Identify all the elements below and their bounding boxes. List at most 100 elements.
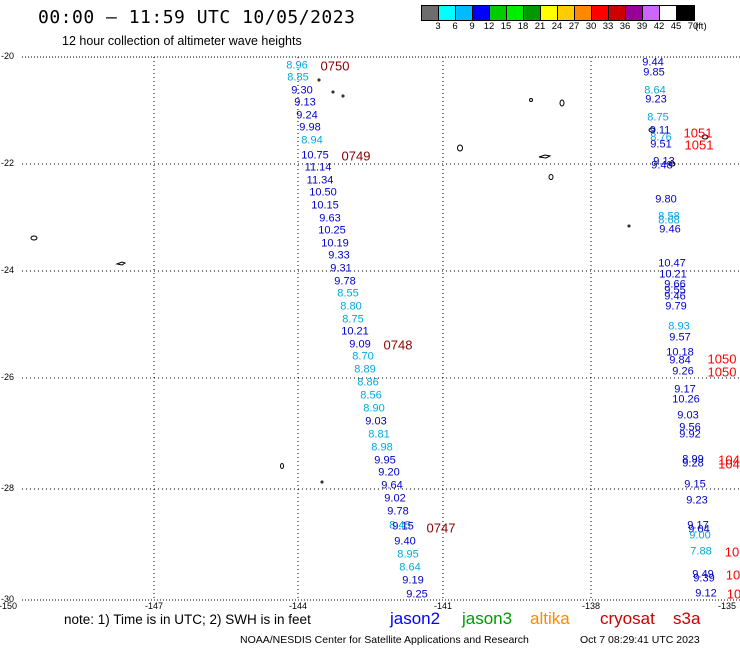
wave-height-value: 9.49 (692, 568, 714, 581)
orbit-label: 0747 (426, 520, 456, 536)
wave-height-value: 9.23 (645, 93, 667, 106)
wave-height-value: 9.51 (650, 138, 672, 151)
color-scale-label: 30 (585, 21, 597, 32)
latitude-label: -26 (1, 372, 15, 382)
wave-height-value: 9.04 (688, 523, 710, 536)
orbit-label: 1051 (683, 125, 713, 141)
color-swatch (473, 6, 490, 20)
color-scale-label: 70 (687, 21, 699, 32)
color-scale-label: 33 (602, 21, 614, 32)
wave-height-value: 9.40 (394, 535, 416, 548)
color-scale-label: 27 (568, 21, 580, 32)
wave-height-value: 9.00 (689, 529, 711, 542)
wave-height-value: 8.64 (644, 84, 666, 97)
longitude-label: -141 (433, 601, 453, 611)
wave-height-value: 8.75 (342, 313, 364, 326)
latitude-label: -22 (1, 158, 15, 168)
latitude-label: -28 (1, 483, 15, 493)
wave-height-value: 9.46 (664, 290, 686, 303)
wave-height-value: 8.55 (337, 287, 359, 300)
wave-height-value: 9.56 (679, 421, 701, 434)
wave-height-value: 10.47 (658, 257, 686, 270)
page-title: 00:00 – 11:59 UTC 10/05/2023 (38, 7, 356, 28)
wave-height-value: 9.64 (381, 479, 403, 492)
color-scale-label: 15 (500, 21, 512, 32)
latitude-label: -30 (1, 594, 15, 604)
wave-height-value: 10.21 (659, 268, 687, 281)
color-scale-label: 45 (670, 21, 682, 32)
wave-height-value: 10.75 (301, 149, 329, 162)
wave-height-value: 8.93 (668, 320, 690, 333)
footnote: note: 1) Time is in UTC; 2) SWH is in fe… (64, 612, 311, 627)
wave-height-value: 8.85 (287, 71, 309, 84)
wave-height-value: 9.46 (659, 223, 681, 236)
longitude-label: -138 (581, 601, 601, 611)
color-swatch (422, 6, 439, 20)
wave-height-value: 8.98 (371, 441, 393, 454)
color-swatch (524, 6, 541, 20)
legend-jason2: jason2 (390, 609, 441, 628)
legend-s3a: s3a (673, 609, 701, 628)
orbit-label: 1050 (707, 364, 737, 380)
wave-height-value: 9.17 (687, 519, 709, 532)
credit-line: NOAA/NESDIS Center for Satellite Applica… (240, 634, 529, 646)
map-frame (22, 56, 740, 601)
orbit-label: 104 (718, 456, 740, 472)
color-scale-label: 6 (452, 21, 458, 32)
orbit-label: 10 (724, 544, 740, 560)
color-swatch (643, 6, 660, 20)
color-scale-label: (ft) (695, 21, 707, 32)
color-swatch (592, 6, 609, 20)
color-scale-label: 12 (483, 21, 495, 32)
wave-height-value: 8.76 (650, 131, 672, 144)
wave-height-value: 9.15 (392, 520, 414, 533)
wave-height-value: 8.64 (399, 561, 421, 574)
latitude-label: -24 (1, 265, 15, 275)
timestamp: Oct 7 08:29:41 UTC 2023 (580, 634, 700, 646)
longitude-label: -147 (144, 601, 164, 611)
color-swatch (626, 6, 643, 20)
color-scale-label: 24 (551, 21, 563, 32)
longitude-label: -144 (288, 601, 308, 611)
wave-height-value: 9.85 (643, 66, 665, 79)
longitude-label: -135 (717, 601, 737, 611)
wave-height-value: 9.25 (406, 588, 428, 601)
color-scale-label: 3 (435, 21, 441, 32)
color-swatch (660, 6, 677, 20)
wave-height-value: 8.86 (357, 376, 379, 389)
wave-height-value: 9.12 (695, 587, 717, 600)
wave-height-value: 10.15 (311, 199, 339, 212)
wave-height-value: 11.14 (304, 161, 332, 174)
color-swatch (541, 6, 558, 20)
color-scale-label: 18 (517, 21, 529, 32)
legend-altika: altika (530, 609, 570, 628)
wave-height-value: 8.58 (658, 210, 680, 223)
legend-cryosat: cryosat (600, 609, 655, 628)
orbit-label: 1051 (684, 137, 714, 153)
color-swatch (558, 6, 575, 20)
color-scale-label: 39 (636, 21, 648, 32)
wave-height-value: 8.90 (363, 402, 385, 415)
wave-height-value: 9.15 (684, 478, 706, 491)
wave-height-value: 9.39 (693, 572, 715, 585)
color-swatch (439, 6, 456, 20)
latitude-label: -20 (1, 51, 15, 61)
wave-height-value: 9.17 (674, 383, 696, 396)
orbit-label: 10 (725, 567, 740, 583)
color-scale-label: 42 (653, 21, 665, 32)
orbit-label: 0749 (341, 148, 371, 164)
wave-height-value: 9.48 (651, 159, 673, 172)
wave-height-value: 11.34 (306, 174, 334, 187)
wave-height-value: 9.26 (672, 365, 694, 378)
orbit-label: 1050 (707, 351, 737, 367)
wave-height-value: 9.78 (387, 505, 409, 518)
wave-height-value: 9.66 (664, 278, 686, 291)
orbit-label: 104 (718, 452, 740, 468)
wave-height-value: 9.19 (402, 574, 424, 587)
wave-height-value: 9.02 (384, 492, 406, 505)
wave-height-value: 8.70 (352, 350, 374, 363)
wave-height-value: 9.33 (328, 249, 350, 262)
orbit-label: 10 (726, 586, 740, 602)
color-scale-bar (421, 5, 695, 21)
